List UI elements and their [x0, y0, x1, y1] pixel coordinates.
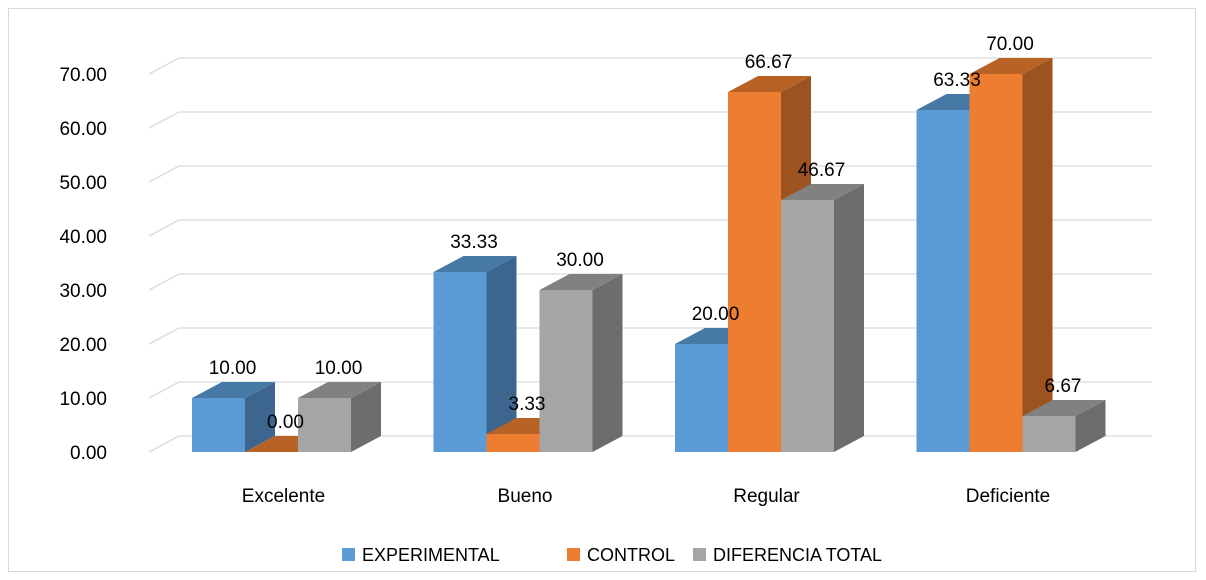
legend-label: DIFERENCIA TOTAL: [713, 545, 882, 565]
legend-label: EXPERIMENTAL: [362, 545, 500, 565]
y-tick-label: 20.00: [59, 335, 107, 356]
data-label: 6.67: [1045, 376, 1082, 397]
legend-swatch: [567, 548, 580, 561]
data-label: 30.00: [556, 250, 604, 271]
x-category-label: Deficiente: [966, 486, 1051, 507]
bar: [781, 184, 864, 452]
bar: [298, 382, 381, 452]
bar: [970, 58, 1053, 452]
data-label: 10.00: [209, 358, 257, 379]
legend-swatch: [693, 548, 706, 561]
y-tick-label: 30.00: [59, 281, 107, 302]
chart-frame: 0.00 10.00 20.00 30.00 40.00 50.00 60.00 70.00 …: [8, 8, 1196, 572]
y-tick-label: 70.00: [59, 65, 107, 86]
x-axis-categories: Excelente Bueno Regular Deficiente: [242, 486, 1050, 507]
data-label: 46.67: [798, 160, 846, 181]
y-axis: 0.00 10.00 20.00 30.00 40.00 50.00 60.00 70.00: [59, 65, 107, 464]
data-label: 33.33: [450, 232, 498, 253]
y-tick-label: 0.00: [70, 443, 107, 464]
x-category-label: Regular: [733, 486, 800, 507]
legend-label: CONTROL: [587, 545, 675, 565]
x-category-label: Excelente: [242, 486, 325, 507]
data-label: 0.00: [267, 412, 304, 433]
chart-svg: 0.0010.0020.0030.0040.0050.0060.0070.00 …: [9, 9, 1197, 573]
data-label: 3.33: [509, 394, 546, 415]
bar: [192, 382, 275, 452]
data-label: 63.33: [933, 70, 981, 91]
y-tick-label: 10.00: [59, 389, 107, 410]
data-label: 20.00: [692, 304, 740, 325]
data-label: 66.67: [745, 52, 793, 73]
bars: [192, 58, 1106, 452]
y-tick-label: 40.00: [59, 227, 107, 248]
x-category-label: Bueno: [498, 486, 553, 507]
data-label: 70.00: [986, 34, 1034, 55]
legend-swatch: [342, 548, 355, 561]
y-tick-label: 60.00: [59, 119, 107, 140]
bar: [434, 256, 517, 452]
bar: [540, 274, 623, 452]
y-tick-label: 50.00: [59, 173, 107, 194]
data-label: 10.00: [315, 358, 363, 379]
legend: EXPERIMENTAL CONTROL DIFERENCIA TOTAL: [342, 545, 882, 565]
